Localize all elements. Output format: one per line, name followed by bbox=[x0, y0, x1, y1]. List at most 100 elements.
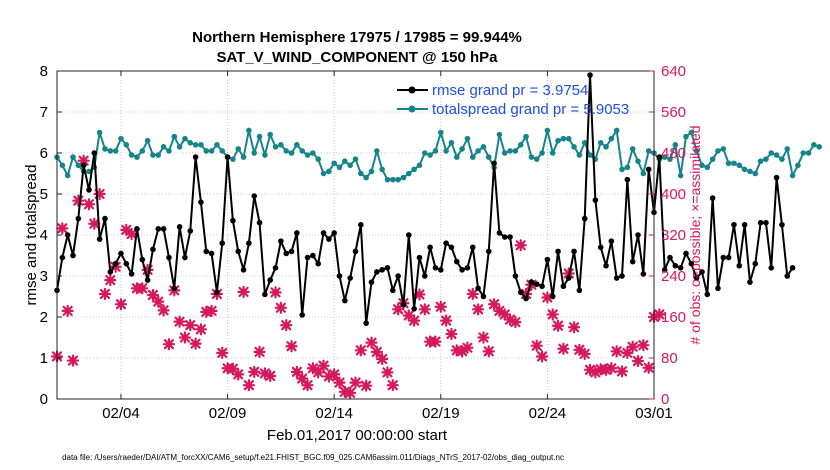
y-tick-label: 1 bbox=[40, 350, 48, 367]
x-axis-ticks: 02/04 02/09 02/14 02/19 02/24 03/01 bbox=[102, 71, 673, 422]
totalspread-point bbox=[134, 154, 140, 160]
totalspread-point bbox=[368, 168, 375, 175]
totalspread-point bbox=[459, 146, 465, 152]
obs-assimilated-point bbox=[264, 369, 277, 383]
rmse-point bbox=[491, 160, 497, 167]
totalspread-point bbox=[128, 152, 135, 158]
y-right-tick-label: 320 bbox=[661, 227, 686, 244]
obs-assimilated-point bbox=[344, 386, 357, 399]
rmse-point bbox=[246, 240, 252, 246]
obs-assimilated-point bbox=[434, 300, 447, 313]
rmse-point bbox=[789, 265, 796, 271]
rmse-point bbox=[134, 226, 140, 232]
obs-assimilated-point bbox=[519, 287, 533, 301]
rmse-point bbox=[171, 285, 178, 292]
y-tick-label: 0 bbox=[40, 391, 48, 408]
totalspread-point bbox=[320, 170, 327, 177]
rmse-point bbox=[715, 285, 721, 292]
rmse-point bbox=[443, 240, 449, 246]
obs-assimilated-point bbox=[503, 313, 517, 326]
rmse-point bbox=[272, 265, 279, 271]
totalspread-point bbox=[70, 154, 76, 160]
rmse-point bbox=[453, 258, 460, 265]
rmse-point bbox=[507, 234, 513, 240]
obs-assimilated-point bbox=[178, 331, 192, 344]
obs-assimilated-point bbox=[56, 222, 69, 235]
rmse-point bbox=[720, 254, 727, 261]
obs-assimilated-point bbox=[360, 379, 373, 392]
obs-assimilated-point bbox=[152, 295, 165, 308]
rmse-point bbox=[549, 293, 556, 300]
rmse-point bbox=[469, 244, 476, 251]
rmse-point bbox=[256, 219, 263, 226]
rmse-point bbox=[294, 230, 300, 236]
totalspread-point bbox=[278, 142, 284, 148]
totalspread-point bbox=[421, 150, 428, 156]
obs-assimilated-point bbox=[184, 319, 197, 332]
rmse-point bbox=[219, 240, 226, 246]
obs-assimilated-point bbox=[567, 321, 581, 334]
rmse-point bbox=[144, 277, 151, 283]
y-right-tick-label: 640 bbox=[661, 63, 686, 80]
rmse-point bbox=[613, 275, 620, 281]
rmse-point bbox=[59, 254, 66, 261]
rmse-point bbox=[224, 154, 231, 160]
rmse-point bbox=[640, 271, 647, 277]
obs-assimilated-point bbox=[280, 319, 293, 332]
obs-assimilated-point bbox=[242, 379, 255, 392]
obs-assimilated-point bbox=[530, 339, 543, 352]
rmse-point bbox=[374, 269, 380, 275]
rmse-point bbox=[208, 250, 215, 257]
rmse-point bbox=[480, 293, 487, 300]
totalspread-point bbox=[800, 150, 807, 156]
rmse-point bbox=[576, 287, 583, 294]
rmse-point bbox=[539, 283, 545, 290]
totalspread-point bbox=[789, 172, 796, 179]
obs-assimilated-point bbox=[120, 223, 133, 236]
obs-assimilated-point bbox=[615, 365, 629, 378]
totalspread-point bbox=[560, 135, 567, 142]
rmse-point bbox=[459, 267, 465, 273]
totalspread-point bbox=[773, 152, 780, 158]
rmse-point bbox=[310, 252, 316, 259]
obs-assimilated-point bbox=[258, 367, 271, 380]
totalspread-point bbox=[464, 135, 471, 142]
totalspread-point bbox=[597, 139, 604, 146]
rmse-point bbox=[523, 295, 529, 302]
totalspread-point bbox=[635, 158, 641, 164]
obs-assimilated-point bbox=[541, 291, 554, 304]
rmse-point bbox=[235, 248, 242, 255]
y-right-tick-label: 160 bbox=[661, 309, 686, 326]
rmse-point bbox=[192, 154, 199, 160]
chart-title: Northern Hemisphere 17975 / 17985 = 99.9… bbox=[192, 29, 522, 46]
rmse-point bbox=[645, 166, 652, 173]
rmse-point bbox=[198, 199, 204, 205]
totalspread-point bbox=[443, 148, 449, 154]
totalspread-point bbox=[59, 162, 66, 169]
totalspread-point bbox=[123, 142, 130, 148]
obs-assimilated-point bbox=[98, 287, 112, 301]
totalspread-point bbox=[75, 162, 82, 169]
obs-assimilated-point bbox=[440, 314, 453, 327]
totalspread-point bbox=[752, 170, 759, 177]
totalspread-point bbox=[150, 152, 156, 158]
legend-spread-label: totalspread grand pr = 5.9053 bbox=[432, 101, 629, 118]
obs-assimilated-point bbox=[392, 303, 405, 316]
obs-assimilated-point bbox=[157, 304, 170, 317]
rmse-point bbox=[427, 244, 433, 251]
obs-assimilated-point bbox=[312, 366, 325, 379]
rmse-point bbox=[699, 269, 705, 275]
rmse-point bbox=[75, 215, 82, 222]
rmse-point bbox=[485, 248, 492, 255]
y-right-tick-label: 240 bbox=[661, 268, 686, 285]
totalspread-point bbox=[171, 133, 178, 140]
totalspread-point bbox=[86, 168, 92, 175]
rmse-point bbox=[747, 279, 753, 285]
obs-assimilated-point bbox=[551, 319, 565, 332]
rmse-point bbox=[283, 250, 290, 257]
rmse-point bbox=[683, 250, 689, 257]
totalspread-point bbox=[480, 144, 487, 150]
y-right-tick-label: 480 bbox=[661, 145, 686, 162]
totalspread-point bbox=[517, 142, 524, 148]
y-axis-ticks: 0 1 2 3 4 5 6 7 8 bbox=[40, 63, 62, 408]
